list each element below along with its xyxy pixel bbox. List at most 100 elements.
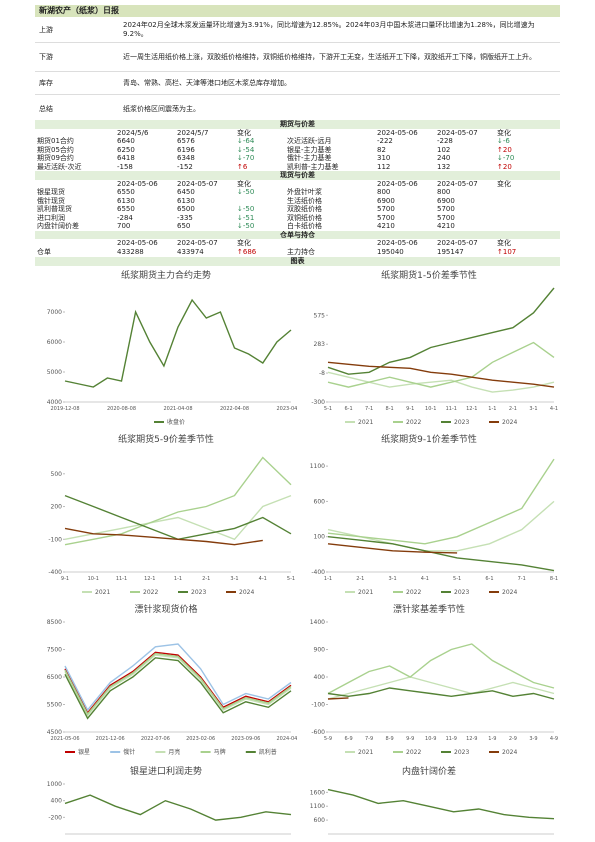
header-cell: 2024-05-07 [177, 239, 218, 248]
legend-label: 2022 [406, 589, 421, 596]
summary-text: 2024年02月全球木浆发运量环比增速为3.91%，同比增速为12.85%。20… [123, 20, 535, 38]
cell: ↑686 [237, 247, 257, 256]
section-title: 期货与价差 [35, 120, 560, 129]
series-line [64, 657, 292, 720]
row-label: 俄针-主力基差 [287, 154, 332, 163]
y-tick-label: 4000 [47, 399, 62, 406]
x-tick-label: 7-1 [365, 406, 373, 412]
chart-title: 漂针浆基差季节性 [393, 603, 465, 615]
charts-title: 图表 [35, 257, 560, 266]
y-tick-label: 1000 [47, 781, 62, 788]
legend-label: 2024 [502, 419, 517, 426]
y-tick-label: 400 [51, 798, 63, 805]
cell: 4210 [377, 222, 395, 231]
summary-text: 纸浆价格区间震荡为主。 [123, 104, 200, 113]
table-row: 期货01合约 6640 6576 ↓-64 次近活跃-远月 -222 -228 ↓-6 [35, 137, 560, 146]
series-line [327, 341, 555, 388]
cell: 82 [377, 145, 386, 154]
row-label: 双胶纸价格 [287, 205, 322, 214]
legend-label: 2021 [95, 589, 110, 596]
x-tick-label: 11-1 [446, 406, 457, 412]
row-label: 期货01合约 [37, 137, 74, 146]
summary-text: 青岛、常熟、高栏、天津等港口地区木浆总库存增加。 [123, 78, 291, 87]
x-tick-label: 3-1 [230, 576, 238, 582]
header-cell: 2024-05-07 [177, 179, 218, 188]
cell: -222 [377, 137, 393, 146]
y-tick-label: 100 [314, 534, 326, 541]
x-tick-label: 2021-12-06 [96, 736, 125, 742]
section-row: 现货与价差 [35, 171, 560, 180]
x-tick-label: 5-1 [287, 576, 295, 582]
table-row: 期货09合约 6418 6348 ↓-70 俄针-主力基差 310 240 ↓-70 [35, 154, 560, 163]
legend-label: 2024 [239, 589, 254, 596]
cell: 433974 [177, 247, 204, 256]
header-row: 2024-05-06 2024-05-07 变化 2024-05-06 2024-05-… [35, 180, 560, 189]
cell: 433288 [117, 247, 144, 256]
x-tick-label: 5-1 [453, 576, 461, 582]
x-tick-label: 1-1 [324, 576, 332, 582]
cell [495, 188, 560, 197]
y-tick-label: -600 [311, 729, 325, 736]
y-tick-label: 1100 [310, 803, 325, 810]
data-table: 仓单与持仓 2024-05-06 2024-05-07 变化 2024-05-06 202… [35, 230, 560, 257]
summary-label: 库存 [39, 79, 53, 87]
summary-row: 库存 青岛、常熟、高栏、天津等港口地区木浆总库存增加。 [35, 72, 560, 95]
row-label: 凯利普现货 [37, 205, 72, 214]
x-tick-label: 8-1 [386, 406, 394, 412]
legend-label: 2023 [454, 589, 469, 596]
row-label: 银星-主力基差 [287, 145, 332, 154]
header-cell: 2024-05-06 [377, 179, 418, 188]
chart: 漂针浆现货价格 4500 5500 6500 7500 8500 2021-05-06 202… [47, 603, 297, 756]
cell: -284 [117, 213, 133, 222]
cell: ↑20 [497, 162, 512, 171]
cell: 195147 [437, 247, 464, 256]
summary-label: 上游 [39, 25, 53, 34]
x-tick-label: 7-1 [518, 576, 526, 582]
x-tick-label: 2-9 [509, 736, 517, 742]
table-row: 最近活跃-次近 -158 -152 ↑6 凯利普-主力基差 112 132 ↑20 [35, 163, 560, 172]
report-title: 新湖农产（纸浆）日报 [35, 5, 560, 17]
header-row: 2024-05-06 2024-05-07 变化 2024-05-06 2024-05-… [35, 239, 560, 248]
section-title: 仓单与持仓 [35, 230, 560, 239]
cell [495, 205, 560, 214]
x-tick-label: 9-1 [61, 576, 69, 582]
cell: 800 [377, 188, 391, 197]
x-tick-label: 2023-04-08 [276, 406, 297, 412]
cell: 5700 [377, 205, 395, 214]
x-tick-label: 4-9 [550, 736, 558, 742]
y-tick-label: 283 [314, 341, 326, 348]
legend-label: 月亮 [168, 748, 180, 756]
row-label: 生活纸价格 [287, 196, 322, 205]
series-line [327, 643, 555, 695]
cell: 6900 [437, 196, 455, 205]
x-tick-label: 1-1 [488, 406, 496, 412]
y-tick-label: 6000 [47, 339, 62, 346]
chart-title: 漂针浆现货价格 [134, 603, 197, 615]
y-tick-label: 5000 [47, 369, 62, 376]
x-tick-label: 2022-04-08 [220, 406, 249, 412]
cell: ↑6 [237, 162, 248, 171]
y-tick-label: 1400 [310, 619, 325, 626]
x-tick-label: 12-9 [466, 736, 477, 742]
x-tick-label: 6-9 [344, 736, 352, 742]
legend-label: 马牌 [214, 748, 226, 756]
cell: -335 [177, 213, 193, 222]
y-tick-label: 7500 [47, 647, 62, 654]
series-line [64, 794, 292, 821]
header-cell: 变化 [497, 128, 511, 137]
y-tick-label: -100 [48, 536, 62, 543]
header-cell: 2024-05-07 [437, 128, 478, 137]
series-line [64, 527, 263, 546]
row-label: 双铜纸价格 [287, 213, 322, 222]
x-tick-label: 12-1 [466, 406, 477, 412]
series-line [64, 654, 292, 717]
cell: 5700 [377, 213, 395, 222]
cell: -158 [117, 162, 133, 171]
data-table: 期货与价差 2024/5/6 2024/5/7 变化 2024-05-06 2024-05… [35, 120, 560, 171]
cell: ↓-51 [237, 213, 255, 222]
y-tick-label: 600 [314, 817, 326, 824]
x-tick-label: 2024-04-06 [276, 736, 297, 742]
cell: 650 [177, 222, 191, 231]
series-line [327, 687, 555, 700]
cell: ↓-70 [497, 154, 515, 163]
